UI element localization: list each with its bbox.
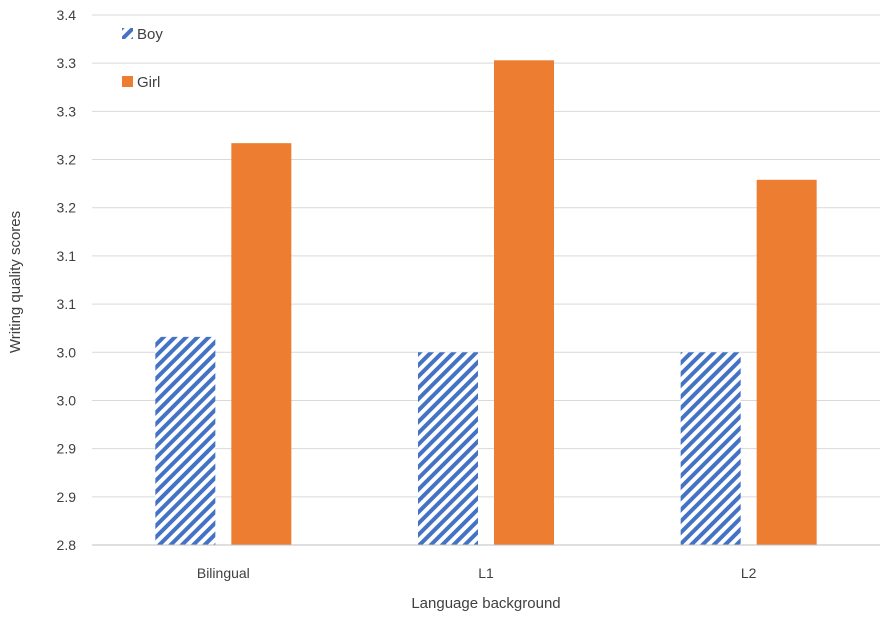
x-axis-title: Language background [411, 595, 560, 612]
bar-girl-bilingual [231, 143, 292, 545]
legend-swatch-boy [122, 28, 133, 39]
y-tick-label: 2.8 [57, 537, 77, 553]
x-tick-label: Bilingual [197, 565, 250, 581]
y-axis-tick-labels: 2.8 2.9 2.9 3.0 3.0 3.1 3.1 3.2 3.2 3.3 3.3 3.4 [57, 7, 77, 553]
x-tick-label: L2 [741, 565, 757, 581]
y-tick-label: 3.0 [57, 392, 77, 408]
y-tick-label: 3.2 [57, 200, 77, 216]
legend-swatch-girl [122, 76, 133, 87]
y-tick-label: 3.4 [57, 7, 77, 23]
y-tick-label: 3.3 [57, 55, 77, 71]
gridlines [92, 14, 880, 498]
bar-boy-l1 [418, 352, 478, 545]
bar-boy-l2 [680, 352, 741, 545]
y-tick-label: 3.2 [57, 152, 77, 168]
y-axis-title: Writing quality scores [7, 211, 24, 353]
bar-boy-bilingual [155, 336, 216, 545]
bars [155, 60, 817, 546]
y-tick-label: 3.0 [57, 344, 77, 360]
legend-label-boy: Boy [137, 26, 163, 43]
y-tick-label: 3.1 [57, 248, 77, 264]
bar-girl-l1 [494, 60, 554, 546]
legend: Boy Girl [122, 26, 163, 91]
y-tick-label: 3.1 [57, 296, 77, 312]
y-tick-label: 3.3 [57, 103, 77, 119]
y-tick-label: 2.9 [57, 441, 77, 457]
x-tick-label: L1 [478, 565, 494, 581]
x-axis-tick-labels: Bilingual L1 L2 [197, 565, 757, 581]
legend-label-girl: Girl [137, 74, 160, 91]
bar-girl-l2 [756, 179, 817, 546]
y-tick-label: 2.9 [57, 489, 77, 505]
